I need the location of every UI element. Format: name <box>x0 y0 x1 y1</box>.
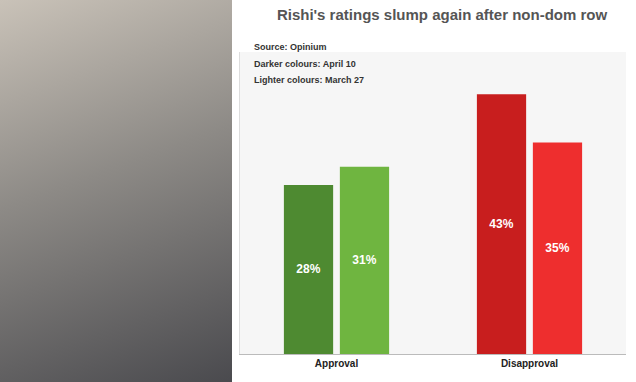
svg-text:Disapproval: Disapproval <box>501 358 558 369</box>
svg-text:Source: Opinium: Source: Opinium <box>254 42 327 52</box>
svg-text:35%: 35% <box>545 241 569 255</box>
svg-text:28%: 28% <box>296 262 320 276</box>
svg-text:31%: 31% <box>352 253 376 267</box>
svg-text:Darker colours: April 10: Darker colours: April 10 <box>254 59 356 69</box>
svg-text:Rishi's ratings slump again af: Rishi's ratings slump again after non-do… <box>277 6 608 23</box>
svg-text:Lighter colours: March 27: Lighter colours: March 27 <box>254 75 364 85</box>
svg-text:43%: 43% <box>489 217 513 231</box>
svg-text:Approval: Approval <box>315 358 359 369</box>
